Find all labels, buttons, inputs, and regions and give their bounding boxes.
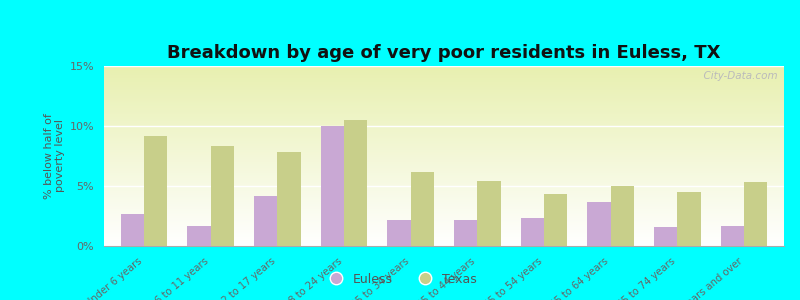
- Bar: [144, 136, 167, 246]
- Bar: [410, 172, 434, 246]
- Bar: [721, 226, 744, 246]
- Bar: [278, 152, 301, 246]
- Legend: Euless, Texas: Euless, Texas: [318, 268, 482, 291]
- Bar: [587, 202, 610, 246]
- Bar: [610, 186, 634, 246]
- Y-axis label: % below half of
poverty level: % below half of poverty level: [44, 113, 66, 199]
- Title: Breakdown by age of very poor residents in Euless, TX: Breakdown by age of very poor residents …: [167, 44, 721, 62]
- Bar: [478, 181, 501, 246]
- Bar: [344, 120, 367, 246]
- Bar: [387, 220, 410, 246]
- Bar: [521, 218, 544, 246]
- Bar: [744, 182, 767, 246]
- Bar: [254, 196, 278, 246]
- Bar: [544, 194, 567, 246]
- Bar: [321, 126, 344, 246]
- Bar: [454, 220, 478, 246]
- Bar: [654, 227, 678, 246]
- Bar: [678, 192, 701, 246]
- Bar: [210, 146, 234, 246]
- Text: City-Data.com: City-Data.com: [697, 71, 778, 81]
- Bar: [121, 214, 144, 246]
- Bar: [187, 226, 210, 246]
